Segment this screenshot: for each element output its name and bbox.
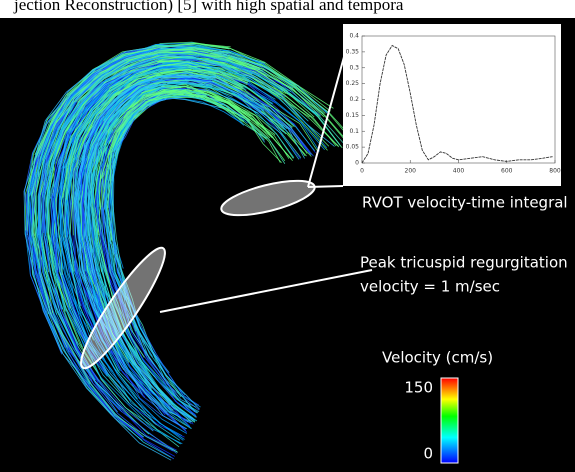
y-tick-label: 0.2 [349,96,359,103]
x-tick-label: 0 [360,168,364,175]
streamline [184,79,305,159]
y-tick-label: 0 [355,160,359,167]
inset-chart-background [343,24,561,186]
streamline [28,48,159,197]
streamline [77,76,291,370]
streamline [109,61,249,89]
streamline [31,49,228,453]
streamline [143,90,250,120]
streamline [53,62,161,375]
streamline [103,55,337,147]
y-tick-label: 0.25 [346,80,360,87]
streamline [53,60,279,309]
streamline [38,53,159,236]
tr-ellipse [80,246,166,370]
streamline [65,77,188,434]
streamline [72,68,293,236]
streamline [158,48,326,114]
colorbar-title: Velocity (cm/s) [382,349,493,367]
streamline [91,89,191,422]
caption-band [0,0,575,18]
streamline [39,60,128,345]
y-tick-label: 0.3 [349,64,359,71]
x-tick-label: 600 [501,168,513,175]
y-tick-label: 0.1 [349,128,359,135]
streamline [81,77,213,270]
y-tick-label: 0.35 [346,48,360,55]
streamline [101,89,187,208]
streamline [109,99,200,410]
data-line [361,44,553,164]
streamline [82,78,262,339]
leader-line [159,269,373,313]
y-tick-label: 0.4 [349,33,359,40]
inset-chart: 0 0.05 0.1 0.15 0.2 0.25 0.3 0.35 0.4 0 200 400 600 8… [346,33,561,175]
streamline [113,90,208,128]
streamline [53,57,193,197]
streamline [54,63,163,238]
streamline [74,74,217,430]
colorbar-max: 150 [404,379,433,397]
colorbar [440,377,459,464]
caption-fragment: jection Reconstruction) [5] with high sp… [13,0,404,14]
rvot-label: RVOT velocity-time integral [362,194,568,212]
streamline [44,53,318,310]
streamline [88,90,194,423]
y-tick-label: 0.05 [346,144,360,151]
streamline [50,64,163,344]
streamline [76,78,289,411]
x-tick-label: 800 [549,168,561,175]
streamline [25,43,334,231]
tr-label: velocity = 1 m/sec [360,278,500,296]
streamline [24,44,194,355]
streamline [23,46,172,461]
y-tick-label: 0.15 [346,112,360,119]
streamline [64,75,137,272]
streamline [101,89,292,179]
x-tick-label: 200 [405,168,417,175]
streamline [159,45,357,143]
leader-line [307,185,344,188]
streamline [108,96,202,406]
streamline [163,86,276,135]
streamline [65,68,319,200]
colorbar-min: 0 [423,445,433,463]
tr-label: Peak tricuspid regurgitation [360,254,568,272]
streamline [92,83,198,422]
streamline [67,66,218,373]
streamline [34,43,230,156]
streamline [93,83,273,333]
streamline [80,79,307,363]
streamline [65,65,216,341]
streamline [47,55,255,233]
streamline [104,102,146,301]
streamline [29,45,262,273]
streamlines [23,41,357,461]
x-tick-label: 400 [453,168,465,175]
